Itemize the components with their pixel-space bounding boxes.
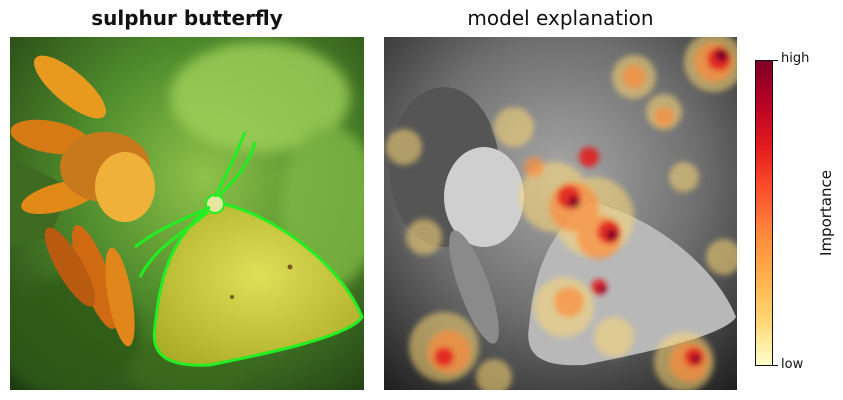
colorbar <box>755 60 773 366</box>
butterfly-shape <box>134 131 364 367</box>
right-panel-title: model explanation <box>467 6 654 30</box>
flower-shape <box>10 55 155 347</box>
colorbar-low-label: low <box>781 357 804 372</box>
colorbar-tick-high <box>773 60 778 61</box>
heatmap-image <box>384 37 737 390</box>
colorbar-high-label: high <box>781 51 810 66</box>
left-panel-title: sulphur butterfly <box>91 6 283 30</box>
original-image <box>10 37 364 390</box>
colorbar-tick-low <box>773 365 778 366</box>
heatmap-overlay <box>386 37 737 390</box>
colorbar-axis-label: Importance <box>817 170 835 256</box>
